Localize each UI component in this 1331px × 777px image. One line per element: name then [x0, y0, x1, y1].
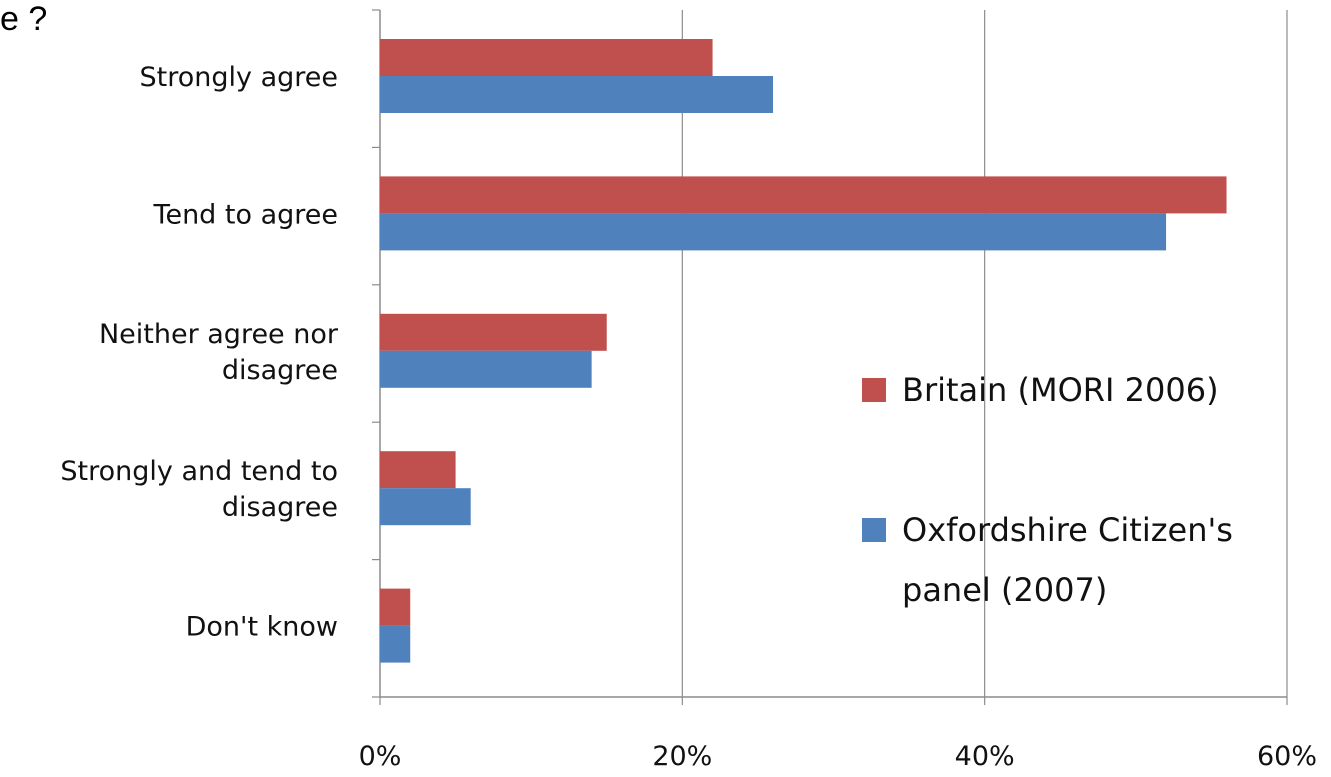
category-labels: Strongly agree Tend to agree Neither agree…: [60, 62, 338, 643]
category-label: Don't know: [186, 612, 338, 643]
bar: [380, 625, 411, 663]
bar: [380, 313, 607, 351]
gridlines: [681, 10, 1288, 697]
x-tick-label: 40%: [955, 741, 1015, 772]
bar: [380, 451, 456, 489]
x-tick-label: 20%: [652, 741, 712, 772]
category-label: disagree: [222, 492, 338, 523]
category-label: Strongly agree: [140, 62, 338, 93]
bar: [380, 350, 592, 388]
bar: [380, 39, 713, 76]
bars: [380, 39, 1227, 663]
legend-swatch: [862, 518, 886, 542]
bar: [380, 588, 411, 626]
category-label: Tend to agree: [153, 199, 338, 230]
x-tick-labels: 0% 20% 40% 60%: [359, 741, 1317, 772]
legend-label: Britain (MORI 2006): [902, 371, 1219, 409]
bar: [380, 488, 471, 526]
header-fragment: e ?: [0, 0, 48, 38]
legend-label: Oxfordshire Citizen's: [902, 511, 1233, 549]
bar: [380, 176, 1227, 214]
bar: [380, 213, 1167, 251]
x-tick-label: 60%: [1257, 741, 1317, 772]
x-tick-label: 0%: [359, 741, 402, 772]
legend-label: panel (2007): [902, 571, 1107, 609]
category-label: disagree: [222, 355, 338, 386]
category-label: Neither agree nor: [99, 319, 339, 350]
legend: Britain (MORI 2006) Oxfordshire Citizen's…: [862, 371, 1233, 609]
category-label: Strongly and tend to: [60, 456, 338, 487]
bar: [380, 76, 774, 113]
legend-swatch: [862, 378, 886, 402]
